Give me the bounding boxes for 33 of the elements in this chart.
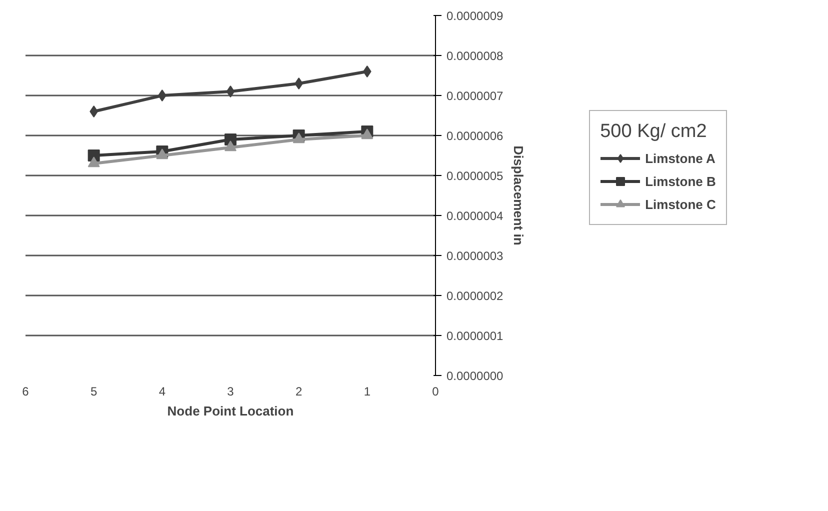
y-tick-label: 0.0000000 [446, 369, 504, 383]
x-tick-label: 3 [227, 384, 234, 398]
x-axis-title: Node Point Location [167, 404, 294, 418]
point [156, 148, 168, 160]
y-tick-label: 0.0000003 [446, 249, 504, 263]
point [294, 78, 303, 90]
y-tick-label: 0.0000004 [446, 209, 504, 223]
y-axis-title: Displacement in [511, 146, 526, 246]
x-tick-label: 4 [158, 384, 166, 398]
y-tick-label: 0.0000001 [446, 329, 504, 343]
point [361, 128, 374, 140]
point [292, 132, 305, 144]
point [90, 106, 98, 118]
point [158, 90, 166, 102]
legend-title: 500 Kg/ cm2 [600, 121, 708, 143]
point [88, 156, 100, 168]
x-tick-label: 5 [90, 384, 98, 398]
point [226, 86, 235, 98]
point [224, 140, 236, 152]
legend-label: Limstone C [645, 196, 716, 212]
y-tick-label: 0.0000007 [446, 89, 504, 103]
y-tick-label: 0.0000008 [446, 49, 504, 63]
legend-label: Limstone B [645, 174, 716, 188]
y-tick-label: 0.0000005 [446, 169, 504, 183]
y-tick-label: 0.0000009 [446, 9, 504, 23]
y-tick-label: 0.0000002 [446, 289, 504, 303]
x-tick-label: 0 [432, 384, 440, 398]
legend-label: Limstone A [645, 150, 716, 166]
y-tick-label: 0.0000006 [446, 129, 504, 143]
x-tick-label: 1 [364, 384, 371, 398]
point [363, 66, 372, 78]
x-tick-label: 2 [295, 384, 302, 398]
x-tick-label: 6 [22, 384, 30, 398]
